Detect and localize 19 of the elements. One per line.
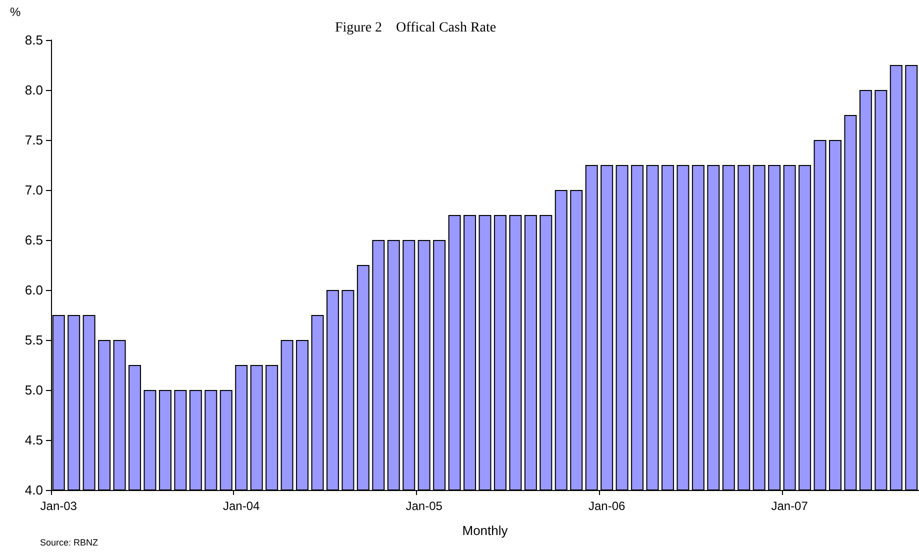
x-tick-label: Jan-05 xyxy=(406,499,443,513)
x-tick-label: Jan-03 xyxy=(40,499,78,513)
y-tick-label: 4.0 xyxy=(24,482,43,498)
y-tick-label: 6.0 xyxy=(24,282,43,298)
y-tick-label: 4.5 xyxy=(24,432,43,448)
y-tick-label: 7.5 xyxy=(24,132,43,148)
y-tick-label: 8.5 xyxy=(24,32,43,48)
y-tick-label: 7.0 xyxy=(24,182,43,198)
y-tick-label: 5.5 xyxy=(24,332,43,348)
source-note: Source: RBNZ xyxy=(40,538,99,548)
y-axis-title: % xyxy=(10,5,21,19)
y-tick-label: 5.0 xyxy=(24,382,43,398)
y-tick-label: 6.5 xyxy=(24,232,43,248)
y-tick-label: 8.0 xyxy=(24,82,43,98)
chart-title: Figure 2 Offical Cash Rate xyxy=(335,20,496,36)
x-tick-label: Jan-04 xyxy=(223,499,260,513)
x-axis-title: Monthly xyxy=(462,523,508,538)
x-tick-label: Jan-06 xyxy=(588,499,626,513)
x-tick-label: Jan-07 xyxy=(771,499,808,513)
